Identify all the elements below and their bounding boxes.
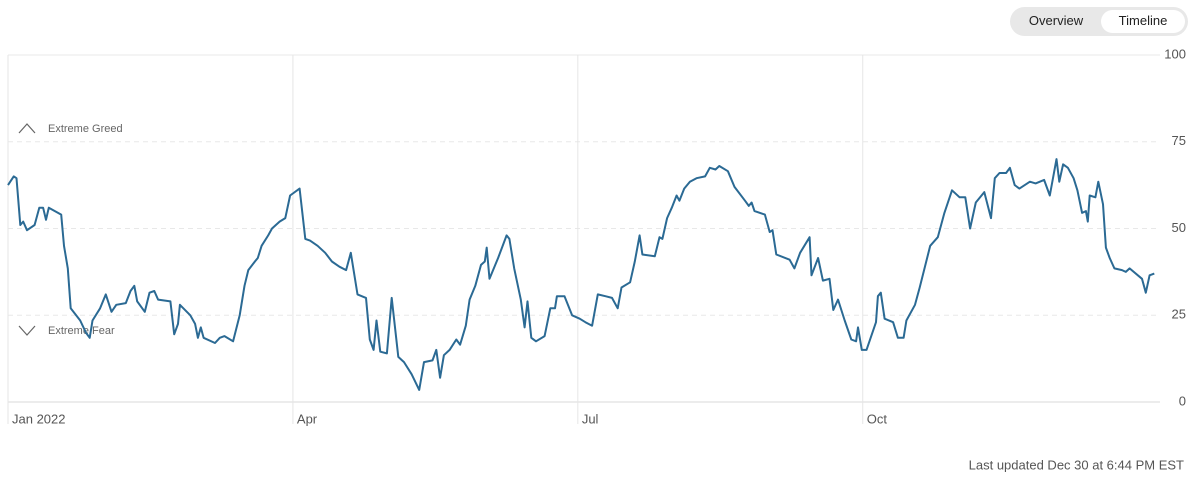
fear-chevron [18, 325, 36, 336]
annotation: Extreme Fear [48, 325, 115, 337]
data-line [7, 158, 1155, 391]
x-tick-label: Jul [582, 411, 599, 426]
y-tick-label: 25 [1172, 307, 1186, 322]
y-tick-label: 50 [1172, 220, 1186, 235]
y-tick-label: 100 [1164, 46, 1186, 61]
toggle-active [1101, 10, 1185, 33]
annotation: Extreme Greed [48, 123, 123, 135]
x-tick-label: Apr [297, 411, 318, 426]
greed-chevron [18, 123, 36, 134]
x-tick-label: Jan 2022 [12, 411, 66, 426]
y-tick-label: 75 [1172, 133, 1186, 148]
overview-button[interactable]: Overview [1029, 13, 1084, 28]
last-updated: Last updated Dec 30 at 6:44 PM EST [969, 457, 1184, 472]
x-tick-label: Oct [867, 411, 888, 426]
y-tick-label: 0 [1179, 393, 1186, 408]
timeline-button[interactable]: Timeline [1119, 13, 1168, 28]
